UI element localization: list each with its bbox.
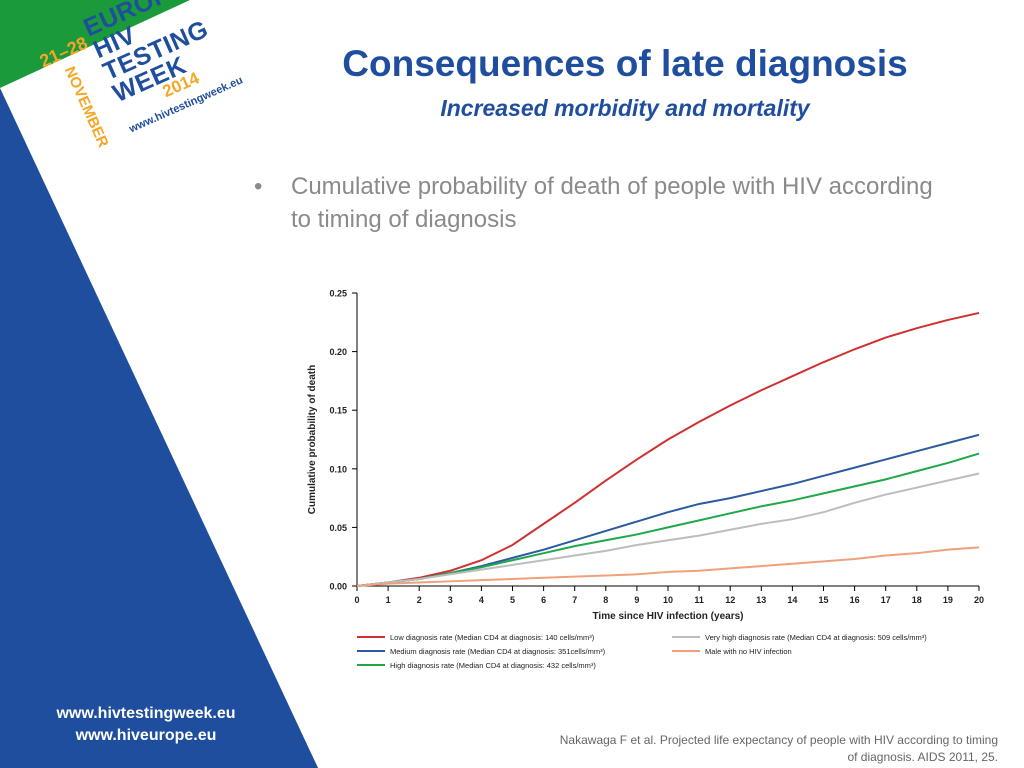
x-tick-label: 9 [634,595,639,605]
series-line-2 [356,433,980,587]
citation-line-1: Nakawaga F et al. Projected life expecta… [559,733,998,747]
mortality-line-chart: 0.000.050.100.150.200.250 1 2 3 4 5 6 7 8 9 10 11 12… [307,289,984,671]
footer-link-hivtestingweek[interactable]: www.hivtestingweek.eu [56,705,236,722]
blue-side-band-main [0,100,318,768]
x-tick-label: 11 [694,595,704,605]
x-tick-label: 10 [663,595,673,605]
chart-axes: 0.000.050.100.150.200.250 1 2 3 4 5 6 7 8 9 10 11 12… [307,289,984,623]
legend-label: Medium diagnosis rate (Median CD4 at dia… [390,647,606,656]
x-tick-label: 6 [541,595,546,605]
x-tick-label: 1 [386,595,391,605]
x-tick-label: 8 [603,595,608,605]
green-corner-triangle [0,0,190,88]
y-tick-label: 0.20 [329,347,347,357]
series-line-3 [356,452,980,587]
y-tick-label: 0.15 [329,406,347,416]
slide-subtitle: Increased morbidity and mortality [440,95,810,121]
legend-label: Male with no HIV infection [705,647,792,656]
citation-line-2: of diagnosis. AIDS 2011, 25. [847,750,998,764]
x-tick-label: 3 [448,595,453,605]
y-tick-label: 0.25 [329,289,347,299]
x-tick-label: 17 [881,595,891,605]
legend-label: Low diagnosis rate (Median CD4 at diagno… [390,633,595,642]
x-tick-label: 4 [479,595,484,605]
footer-link-hiveurope[interactable]: www.hiveurope.eu [75,727,217,744]
legend-label: Very high diagnosis rate (Median CD4 at … [705,633,927,642]
x-tick-label: 19 [943,595,953,605]
x-tick-label: 7 [572,595,577,605]
chart-legend: Low diagnosis rate (Median CD4 at diagno… [357,633,927,670]
bullet-symbol: • [254,173,263,200]
y-tick-label: 0.00 [329,582,347,592]
x-tick-label: 0 [354,595,359,605]
citation: Nakawaga F et al. Projected life expecta… [498,732,998,766]
series-line-1 [356,311,980,587]
chart-series-layer [356,311,980,587]
x-axis-label: Time since HIV infection (years) [593,611,744,622]
x-tick-label: 5 [510,595,515,605]
x-tick-label: 2 [417,595,422,605]
x-tick-label: 14 [787,595,797,605]
series-line-4 [356,472,980,587]
y-axis-label: Cumulative probability of death [307,365,318,514]
bullet-text: Cumulative probability of death of peopl… [291,173,933,233]
legend-label: High diagnosis rate (Median CD4 at diagn… [390,661,596,670]
y-tick-label: 0.05 [329,523,347,533]
series-line-5 [356,546,980,587]
x-tick-label: 15 [818,595,828,605]
y-tick-label: 0.10 [329,464,347,474]
x-tick-label: 13 [756,595,766,605]
slide-title: Consequences of late diagnosis [342,43,908,84]
x-tick-label: 18 [912,595,922,605]
x-tick-label: 12 [725,595,735,605]
x-tick-label: 20 [974,595,984,605]
x-tick-label: 16 [850,595,860,605]
